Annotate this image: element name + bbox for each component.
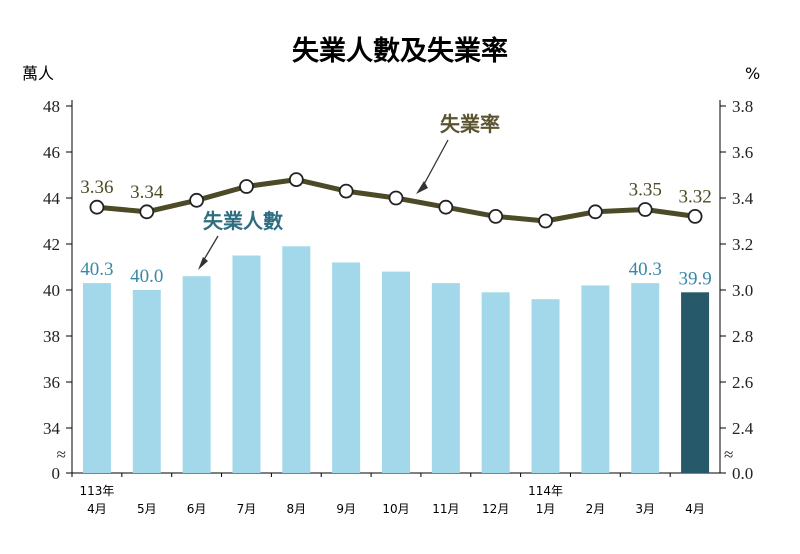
right-tick-label: 3.6 xyxy=(732,143,753,162)
bar-1 xyxy=(82,283,111,473)
x-category-label: 4月 xyxy=(87,502,107,516)
x-category-label: 5月 xyxy=(137,502,157,516)
rate-point-10 xyxy=(538,213,553,229)
annotation-rate: 失業率 xyxy=(440,112,500,136)
x-category-label: 9月 xyxy=(336,502,356,516)
bar-6 xyxy=(332,262,361,473)
x-category-label: 7月 xyxy=(237,502,257,516)
rate-point-2 xyxy=(139,204,155,220)
x-year-label: 114年 xyxy=(528,484,563,498)
x-category-label: 8月 xyxy=(286,502,306,516)
rate-point-3 xyxy=(189,192,205,208)
right-tick-label: 2.4 xyxy=(732,419,754,438)
rate-point-6 xyxy=(338,183,354,199)
bar-data-label: 39.9 xyxy=(678,268,711,289)
rate-point-9 xyxy=(488,208,504,224)
annotation-count: 失業人數 xyxy=(203,209,283,233)
bar-4 xyxy=(232,255,261,473)
rate-point-1 xyxy=(89,199,105,215)
left-axis-unit: 萬人 xyxy=(22,64,54,83)
bar-10 xyxy=(531,299,560,473)
annotation-count-arrowhead xyxy=(198,257,208,270)
left-tick-label: 44 xyxy=(43,189,61,208)
left-axis-break: ≈ xyxy=(57,445,66,464)
right-tick-label: 0.0 xyxy=(732,464,753,483)
rate-point-5 xyxy=(288,172,304,188)
right-tick-label: 3.4 xyxy=(732,189,754,208)
rate-data-label: 3.32 xyxy=(678,186,711,207)
right-axis-break: ≈ xyxy=(724,445,733,464)
rate-data-label: 3.34 xyxy=(130,182,164,203)
x-category-label: 3月 xyxy=(635,502,655,516)
annotation-rate-arrow xyxy=(421,139,449,189)
bar-2 xyxy=(132,290,161,473)
bar-7 xyxy=(382,271,410,473)
bar-12 xyxy=(631,283,660,473)
x-category-label: 2月 xyxy=(586,502,606,516)
right-tick-label: 3.8 xyxy=(732,97,753,116)
x-category-label: 6月 xyxy=(187,502,207,516)
bar-3 xyxy=(182,276,211,473)
rate-data-label: 3.36 xyxy=(80,177,113,198)
chart-title: 失業人數及失業率 xyxy=(292,35,508,67)
left-tick-label: 34 xyxy=(43,419,61,438)
rate-point-12 xyxy=(637,202,653,217)
left-tick-label: 38 xyxy=(43,327,60,346)
bar-9 xyxy=(481,292,510,473)
bar-data-label: 40.3 xyxy=(629,259,662,280)
bar-data-label: 40.3 xyxy=(80,259,113,280)
right-tick-label: 2.6 xyxy=(732,373,753,392)
x-category-label: 12月 xyxy=(482,502,509,516)
left-tick-label: 42 xyxy=(43,235,60,254)
rate-data-label: 3.35 xyxy=(629,180,662,201)
left-tick-label: 46 xyxy=(43,143,60,162)
left-tick-label: 36 xyxy=(43,373,60,392)
x-category-label: 11月 xyxy=(432,502,459,516)
rate-point-11 xyxy=(587,204,603,220)
left-tick-label: 40 xyxy=(43,281,60,300)
x-category-label: 1月 xyxy=(536,502,556,516)
right-tick-label: 2.8 xyxy=(732,327,753,346)
annotation-rate-arrowhead xyxy=(416,181,428,194)
bar-11 xyxy=(581,285,610,473)
rate-point-4 xyxy=(239,179,254,194)
right-axis-unit: % xyxy=(745,64,760,83)
right-tick-label: 3.0 xyxy=(732,281,753,300)
x-year-label: 113年 xyxy=(79,484,114,498)
bar-13 xyxy=(681,292,710,473)
left-tick-label: 0 xyxy=(52,464,61,483)
rate-point-13 xyxy=(687,208,703,224)
x-category-label: 4月 xyxy=(685,502,705,516)
bar-data-label: 40.0 xyxy=(130,266,163,287)
bar-5 xyxy=(282,246,311,473)
rate-point-7 xyxy=(388,190,404,206)
bar-8 xyxy=(431,283,460,473)
right-tick-label: 3.2 xyxy=(732,235,753,254)
rate-point-8 xyxy=(438,199,454,215)
x-category-label: 10月 xyxy=(382,502,409,516)
left-tick-label: 48 xyxy=(43,97,60,116)
